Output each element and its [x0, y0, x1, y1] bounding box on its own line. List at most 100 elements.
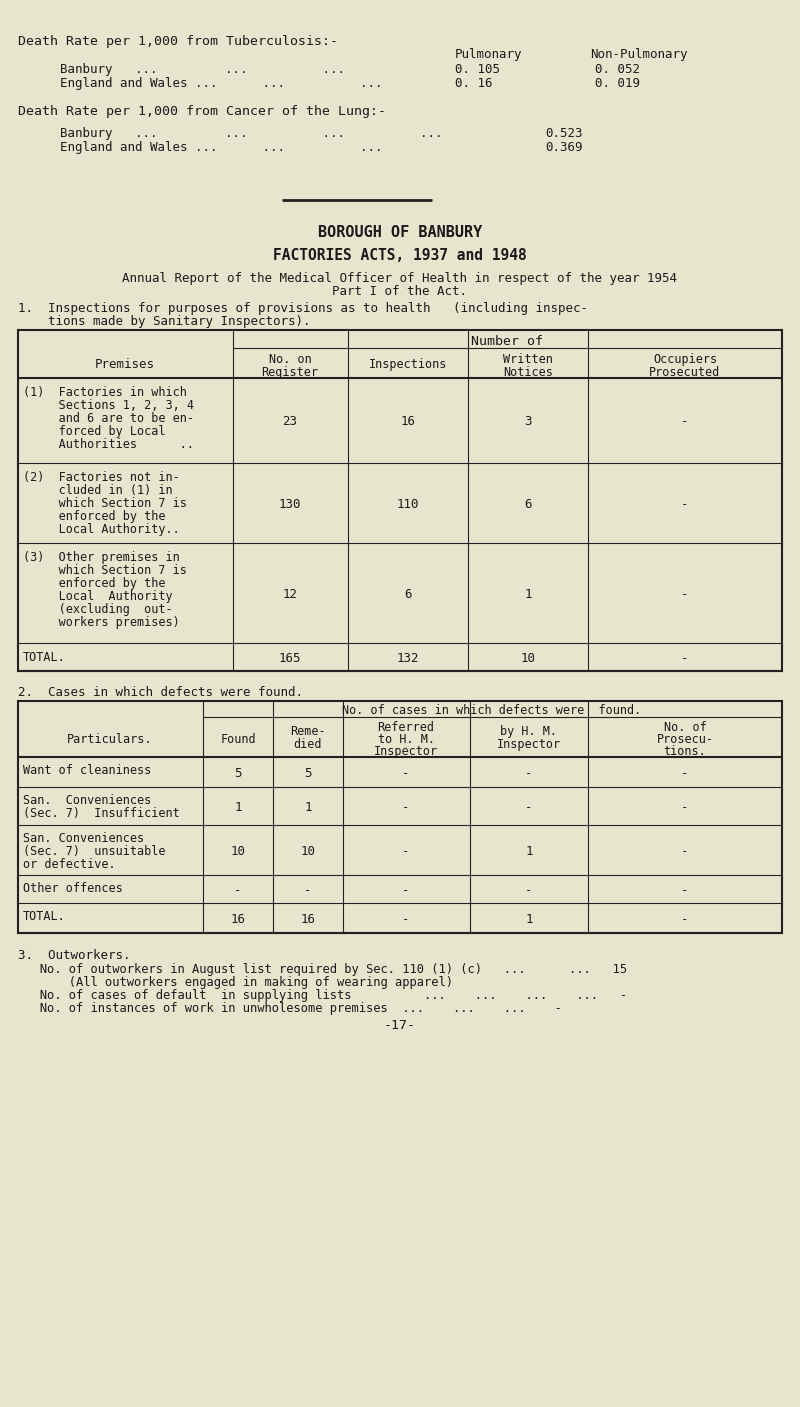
- Text: -: -: [402, 767, 410, 779]
- Text: workers premises): workers premises): [23, 616, 180, 629]
- Text: Local  Authority: Local Authority: [23, 590, 173, 604]
- Text: 0.523: 0.523: [545, 127, 582, 141]
- Text: -: -: [526, 884, 533, 898]
- Text: Inspector: Inspector: [497, 739, 561, 751]
- Text: (All outworkers engaged in making of wearing apparel): (All outworkers engaged in making of wea…: [18, 976, 453, 989]
- Text: 2.  Cases in which defects were found.: 2. Cases in which defects were found.: [18, 687, 303, 699]
- Text: which Section 7 is: which Section 7 is: [23, 497, 187, 509]
- Text: England and Wales ...      ...          ...: England and Wales ... ... ...: [60, 77, 382, 90]
- Text: Want of cleaniness: Want of cleaniness: [23, 764, 151, 777]
- Text: 16: 16: [401, 415, 415, 428]
- Text: 0. 105: 0. 105: [455, 63, 500, 76]
- Text: or defective.: or defective.: [23, 858, 116, 871]
- Text: Non-Pulmonary: Non-Pulmonary: [590, 48, 687, 61]
- Text: -: -: [526, 767, 533, 779]
- Text: 5: 5: [304, 767, 312, 779]
- Text: tions.: tions.: [664, 744, 706, 758]
- Text: 6: 6: [404, 588, 412, 601]
- Text: -: -: [682, 801, 689, 815]
- Text: Banbury   ...         ...          ...          ...: Banbury ... ... ... ...: [60, 127, 442, 141]
- Text: 0. 052: 0. 052: [595, 63, 640, 76]
- Text: Inspector: Inspector: [374, 744, 438, 758]
- Text: -: -: [234, 884, 242, 898]
- Text: 5: 5: [234, 767, 242, 779]
- Text: TOTAL.: TOTAL.: [23, 910, 66, 923]
- Text: -: -: [682, 588, 689, 601]
- Text: enforced by the: enforced by the: [23, 509, 166, 523]
- Text: Sections 1, 2, 3, 4: Sections 1, 2, 3, 4: [23, 400, 194, 412]
- Text: tions made by Sanitary Inspectors).: tions made by Sanitary Inspectors).: [18, 315, 310, 328]
- Text: -: -: [682, 498, 689, 511]
- Text: 10: 10: [230, 846, 246, 858]
- Text: 3: 3: [524, 415, 532, 428]
- Text: -: -: [682, 767, 689, 779]
- Text: 12: 12: [282, 588, 298, 601]
- Text: 23: 23: [282, 415, 298, 428]
- Text: 110: 110: [397, 498, 419, 511]
- Text: 1: 1: [524, 588, 532, 601]
- Text: Other offences: Other offences: [23, 882, 122, 895]
- Text: 10: 10: [521, 651, 535, 666]
- Text: -: -: [402, 913, 410, 926]
- Text: Banbury   ...         ...          ...: Banbury ... ... ...: [60, 63, 345, 76]
- Text: -17-: -17-: [384, 1019, 416, 1031]
- Text: Register: Register: [262, 366, 318, 378]
- Text: Written: Written: [503, 353, 553, 366]
- Text: San. Conveniences: San. Conveniences: [23, 832, 144, 846]
- Text: No. of cases of default  in supplying lists          ...    ...    ...    ...   : No. of cases of default in supplying lis…: [18, 989, 627, 1002]
- Text: San.  Conveniences: San. Conveniences: [23, 794, 151, 808]
- Text: to H. M.: to H. M.: [378, 733, 434, 746]
- Text: Death Rate per 1,000 from Cancer of the Lung:-: Death Rate per 1,000 from Cancer of the …: [18, 106, 386, 118]
- Text: No. of cases in which defects were  found.: No. of cases in which defects were found…: [342, 704, 642, 718]
- Text: which Section 7 is: which Section 7 is: [23, 564, 187, 577]
- Text: 1: 1: [304, 801, 312, 815]
- Text: 130: 130: [278, 498, 302, 511]
- Text: 132: 132: [397, 651, 419, 666]
- Text: Prosecu-: Prosecu-: [657, 733, 714, 746]
- Text: -: -: [682, 651, 689, 666]
- Text: -: -: [682, 415, 689, 428]
- Text: forced by Local: forced by Local: [23, 425, 166, 438]
- Text: 0. 019: 0. 019: [595, 77, 640, 90]
- Text: No. of outworkers in August list required by Sec. 110 (1) (c)   ...      ...   1: No. of outworkers in August list require…: [18, 962, 627, 976]
- Text: by H. M.: by H. M.: [501, 725, 558, 739]
- Bar: [18, 701, 782, 933]
- Text: -: -: [402, 884, 410, 898]
- Text: and 6 are to be en-: and 6 are to be en-: [23, 412, 194, 425]
- Text: BOROUGH OF BANBURY: BOROUGH OF BANBURY: [318, 225, 482, 241]
- Text: No. of: No. of: [664, 720, 706, 734]
- Text: died: died: [294, 739, 322, 751]
- Text: 0. 16: 0. 16: [455, 77, 493, 90]
- Text: No. on: No. on: [269, 353, 311, 366]
- Text: 10: 10: [301, 846, 315, 858]
- Text: -: -: [682, 846, 689, 858]
- Text: Number of: Number of: [471, 335, 543, 348]
- Text: Referred: Referred: [378, 720, 434, 734]
- Text: (excluding  out-: (excluding out-: [23, 604, 173, 616]
- Text: -: -: [304, 884, 312, 898]
- Text: 16: 16: [301, 913, 315, 926]
- Text: Death Rate per 1,000 from Tuberculosis:-: Death Rate per 1,000 from Tuberculosis:-: [18, 35, 338, 48]
- Text: 165: 165: [278, 651, 302, 666]
- Text: Inspections: Inspections: [369, 357, 447, 371]
- Text: Authorities      ..: Authorities ..: [23, 438, 194, 452]
- Text: Part I of the Act.: Part I of the Act.: [333, 286, 467, 298]
- Text: -: -: [682, 884, 689, 898]
- Text: Found: Found: [220, 733, 256, 746]
- Text: (Sec. 7)  unsuitable: (Sec. 7) unsuitable: [23, 846, 166, 858]
- Text: 1.  Inspections for purposes of provisions as to health   (including inspec-: 1. Inspections for purposes of provision…: [18, 303, 588, 315]
- Text: 6: 6: [524, 498, 532, 511]
- Text: England and Wales ...      ...          ...: England and Wales ... ... ...: [60, 141, 382, 153]
- Text: Premises: Premises: [95, 357, 155, 371]
- Text: 0.369: 0.369: [545, 141, 582, 153]
- Text: No. of instances of work in unwholesome premises  ...    ...    ...    -: No. of instances of work in unwholesome …: [18, 1002, 562, 1014]
- Text: 16: 16: [230, 913, 246, 926]
- Text: Notices: Notices: [503, 366, 553, 378]
- Text: -: -: [682, 913, 689, 926]
- Text: 1: 1: [234, 801, 242, 815]
- Text: Local Authority..: Local Authority..: [23, 523, 180, 536]
- Text: Particulars.: Particulars.: [67, 733, 153, 746]
- Text: 1: 1: [526, 846, 533, 858]
- Text: Occupiers: Occupiers: [653, 353, 717, 366]
- Text: Pulmonary: Pulmonary: [455, 48, 522, 61]
